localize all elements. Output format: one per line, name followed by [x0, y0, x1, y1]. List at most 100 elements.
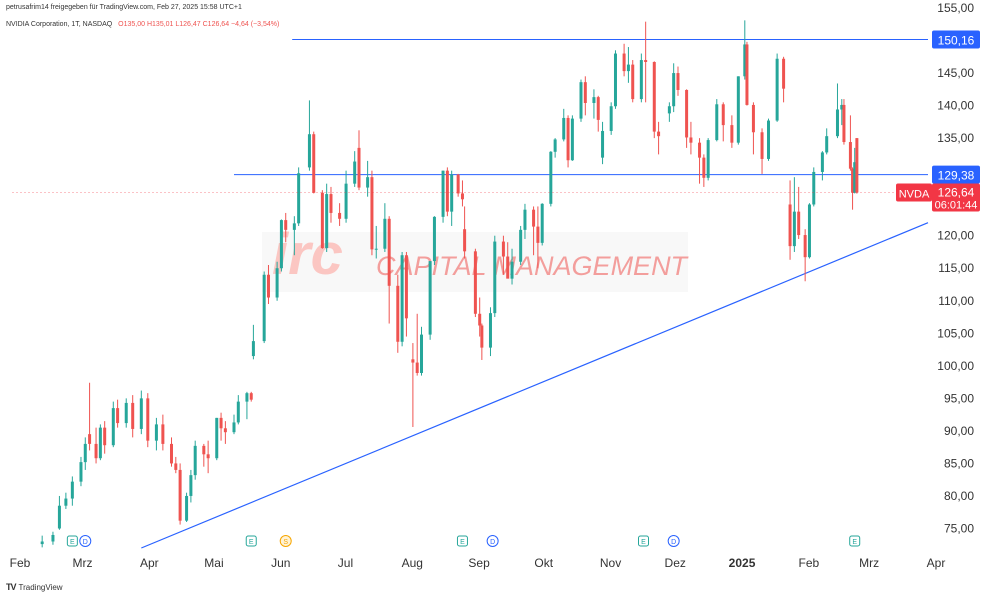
candle — [432, 216, 436, 265]
candle-body — [338, 212, 342, 219]
candle — [275, 261, 279, 301]
event-marker-label: D — [671, 539, 676, 546]
candle-body — [415, 362, 419, 373]
candle-body — [219, 417, 223, 429]
candle — [463, 206, 467, 259]
candle-body — [124, 402, 128, 424]
candle — [411, 343, 415, 427]
y-tick-label: 155,00 — [937, 1, 974, 15]
candle-body — [202, 445, 206, 455]
candle — [428, 261, 432, 340]
event-marker-badge — [279, 535, 292, 547]
candle-body — [667, 106, 671, 114]
x-tick-label: Mrz — [859, 556, 879, 570]
candle-body — [613, 53, 617, 107]
candle-body — [743, 44, 747, 77]
candle — [193, 440, 197, 480]
candle — [626, 47, 630, 83]
tradingview-brand[interactable]: TV TradingView — [6, 582, 63, 592]
candle — [689, 121, 693, 155]
candle — [519, 225, 523, 265]
candle — [189, 469, 193, 503]
candle — [792, 177, 796, 252]
candle-body — [428, 261, 432, 335]
candle — [536, 206, 540, 269]
candle-body — [64, 498, 68, 506]
y-tick-label: 135,00 — [937, 131, 974, 145]
event-marker: E — [245, 535, 257, 547]
event-marker: S — [279, 535, 292, 547]
price-axis[interactable]: 75,00 80,00 85,00 90,00 95,00 100,00 105,00 110… — [937, 1, 974, 535]
chart-header-line1: petrusafrim14 freigegeben für TradingVie… — [6, 4, 242, 11]
candle-body — [807, 204, 811, 258]
candle — [116, 399, 120, 428]
ticker-tag — [896, 183, 932, 202]
candle — [851, 167, 855, 210]
candle — [622, 43, 626, 77]
candle — [667, 102, 671, 122]
candle — [803, 229, 807, 282]
candle-body — [657, 131, 661, 137]
candle — [842, 99, 846, 145]
candle — [672, 63, 676, 113]
candle-body — [329, 194, 333, 213]
candle-body — [698, 142, 702, 158]
candle — [40, 535, 44, 548]
candle — [312, 131, 316, 194]
candle — [370, 170, 374, 256]
x-tick-label: 2025 — [729, 556, 756, 570]
candle-body — [803, 235, 807, 258]
y-tick-label: 115,00 — [938, 261, 974, 275]
event-marker-badge — [79, 535, 92, 547]
event-marker-badge — [849, 535, 861, 547]
candle — [685, 89, 689, 148]
event-marker-label: D — [83, 539, 88, 546]
candle-body — [245, 393, 249, 402]
candle-body — [146, 398, 150, 441]
candle-body — [767, 120, 771, 159]
candle — [357, 130, 361, 191]
candle-body — [853, 162, 857, 193]
candle — [639, 53, 643, 103]
candle — [154, 417, 158, 451]
candle-body — [249, 393, 253, 400]
y-tick-label: 145,00 — [937, 66, 974, 80]
candle — [404, 251, 408, 337]
candle — [532, 206, 536, 256]
candle — [601, 121, 605, 165]
candle — [185, 492, 189, 522]
x-tick-label: Mrz — [73, 556, 93, 570]
candle — [652, 61, 656, 139]
candle-body — [519, 229, 523, 262]
candle — [657, 121, 661, 155]
candle-body — [583, 82, 587, 103]
candle-body — [374, 248, 378, 250]
time-axis[interactable]: Feb Mrz Apr Mai Jun Jul Aug Sep Okt Nov Dez 2025 Feb… — [10, 556, 946, 570]
x-tick-label: Nov — [600, 556, 621, 570]
candle — [644, 21, 648, 103]
candle-body — [312, 134, 316, 193]
candle — [338, 203, 342, 226]
candle-body — [400, 255, 404, 342]
candle-body — [488, 313, 492, 348]
candle — [420, 326, 424, 376]
candle-body — [812, 171, 816, 205]
candle-body — [236, 401, 240, 423]
event-marker: E — [638, 535, 650, 547]
candle-body — [344, 183, 348, 219]
candle-body — [396, 285, 400, 342]
candle-body — [292, 223, 296, 230]
candle — [730, 115, 734, 148]
candle — [775, 53, 779, 122]
x-tick-label: Dez — [665, 556, 686, 570]
event-marker: E — [66, 535, 78, 547]
candle — [103, 421, 107, 454]
x-tick-label: Apr — [140, 556, 159, 570]
candle-body — [297, 173, 301, 224]
candle-body — [842, 104, 846, 143]
y-tick-label: 100,00 — [937, 359, 974, 373]
candle — [473, 248, 477, 318]
x-tick-label: Feb — [10, 556, 31, 570]
